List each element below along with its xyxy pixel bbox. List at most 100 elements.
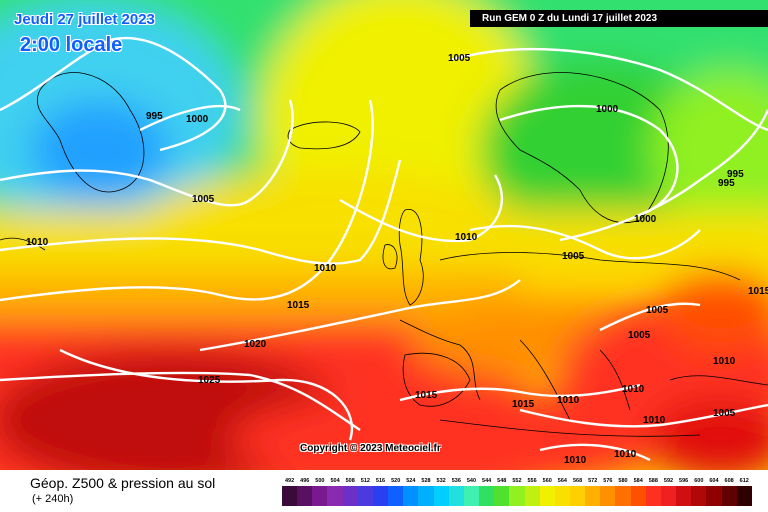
legend-value: 544: [482, 478, 492, 484]
isobar-label: 1020: [244, 339, 267, 350]
legend-value: 532: [436, 478, 446, 484]
legend-value: 560: [542, 478, 552, 484]
isobar-label: 1010: [26, 237, 49, 248]
legend-swatch: [539, 486, 555, 506]
legend-swatch: [357, 486, 373, 506]
legend-value: 556: [527, 478, 537, 484]
legend-value: 500: [315, 478, 325, 484]
legend-value: 536: [451, 478, 461, 484]
model-run-info: Run GEM 0 Z du Lundi 17 juillet 2023: [470, 10, 768, 27]
legend-value: 592: [663, 478, 674, 484]
isobar-label: 995: [718, 178, 735, 189]
legend-swatch: [418, 486, 434, 506]
legend-value: 548: [497, 478, 507, 484]
isobar-label: 1010: [713, 356, 736, 367]
isobar-label: 1000: [634, 214, 657, 225]
isobar-label: 1005: [192, 194, 215, 205]
legend-value: 568: [572, 478, 583, 484]
legend-value: 572: [588, 478, 598, 484]
legend-value: 608: [724, 478, 734, 484]
isobar-label: 1015: [748, 286, 768, 297]
local-time-label: 2:00 locale: [20, 34, 123, 56]
isobar-label: 1010: [314, 263, 337, 274]
legend-labels: 492 496 500 504 508 512 516 520 524 528 532 536 540 5…: [282, 478, 752, 484]
isobar-label: 995: [727, 169, 744, 180]
legend-value: 584: [633, 478, 643, 484]
isobar-label: 1005: [628, 330, 651, 341]
legend-swatch: [569, 486, 586, 506]
legend-swatch: [297, 486, 313, 506]
color-legend: 492 496 500 504 508 512 516 520 524 528 532 536 540 5…: [282, 478, 752, 506]
legend-value: 596: [679, 478, 689, 484]
legend-value: 580: [618, 478, 628, 484]
legend-swatch: [630, 486, 646, 506]
coastlines: [0, 72, 768, 437]
legend-swatch: [600, 486, 616, 506]
legend-value: 520: [391, 478, 401, 484]
legend-swatch: [372, 486, 389, 506]
legend-swatch: [615, 486, 631, 506]
legend-value: 492: [284, 478, 295, 484]
legend-value: 600: [694, 478, 704, 484]
legend-value: 540: [466, 478, 477, 484]
isobar-label: 1010: [564, 455, 587, 466]
isobar-label: 1005: [713, 408, 736, 419]
isobar-label: 1005: [562, 251, 585, 262]
map-canvas: 995 1000 1005 1005 1000 995 995 1010 100…: [0, 0, 768, 470]
isobar-label: 1010: [622, 384, 645, 395]
forecast-date-title: Jeudi 27 juillet 2023: [14, 11, 155, 28]
legend-swatch: [433, 486, 449, 506]
isobar-label: 1010: [455, 232, 478, 243]
legend-swatch: [736, 486, 752, 506]
legend-value: 576: [603, 478, 613, 484]
legend-value: 612: [739, 478, 749, 484]
isobar-label: 1000: [186, 114, 209, 125]
legend-swatch: [342, 486, 358, 506]
legend-swatch: [554, 486, 570, 506]
legend-value: 552: [512, 478, 522, 484]
isobars: [0, 36, 768, 462]
legend-swatch: [645, 486, 661, 506]
legend-value: 588: [648, 478, 658, 484]
legend-value: 516: [375, 478, 386, 484]
legend-color-bar: [282, 486, 752, 506]
legend-swatch: [721, 486, 737, 506]
legend-swatch: [463, 486, 480, 506]
legend-swatch: [479, 486, 495, 506]
legend-swatch: [388, 486, 404, 506]
isobar-label: 1005: [646, 305, 669, 316]
isobar-label: 1015: [287, 300, 310, 311]
isobar-label: 995: [146, 111, 163, 122]
legend-value: 604: [709, 478, 719, 484]
copyright-notice: Copyright © 2023 Meteociel.fr: [300, 443, 441, 454]
legend-swatch: [691, 486, 707, 506]
legend-swatch: [706, 486, 722, 506]
legend-swatch: [403, 486, 419, 506]
legend-value: 512: [360, 478, 370, 484]
legend-value: 564: [557, 478, 567, 484]
isobar-label: 1000: [596, 104, 619, 115]
isobar-label: 1005: [448, 53, 471, 64]
geopotential-field: [0, 0, 768, 470]
isobar-label: 1010: [557, 395, 580, 406]
legend-value: 504: [330, 478, 340, 484]
legend-swatch: [509, 486, 525, 506]
isobar-label: 1025: [198, 375, 221, 386]
legend-swatch: [312, 486, 328, 506]
isobar-label: 1010: [614, 449, 637, 460]
legend-value: 528: [421, 478, 431, 484]
legend-value: 496: [300, 478, 310, 484]
legend-value: 508: [345, 478, 355, 484]
isobar-label: 1015: [512, 399, 535, 410]
isobar-label: 1015: [415, 390, 438, 401]
forecast-map: 995 1000 1005 1005 1000 995 995 1010 100…: [0, 0, 768, 470]
legend-swatch: [494, 486, 510, 506]
legend-swatch: [448, 486, 464, 506]
legend-swatch: [585, 486, 601, 506]
legend-swatch: [660, 486, 677, 506]
isobar-labels: 995 1000 1005 1005 1000 995 995 1010 100…: [26, 53, 768, 466]
legend-swatch: [676, 486, 692, 506]
legend-swatch: [282, 486, 298, 506]
product-title: Géop. Z500 & pression au sol: [30, 475, 216, 491]
legend-swatch: [524, 486, 540, 506]
